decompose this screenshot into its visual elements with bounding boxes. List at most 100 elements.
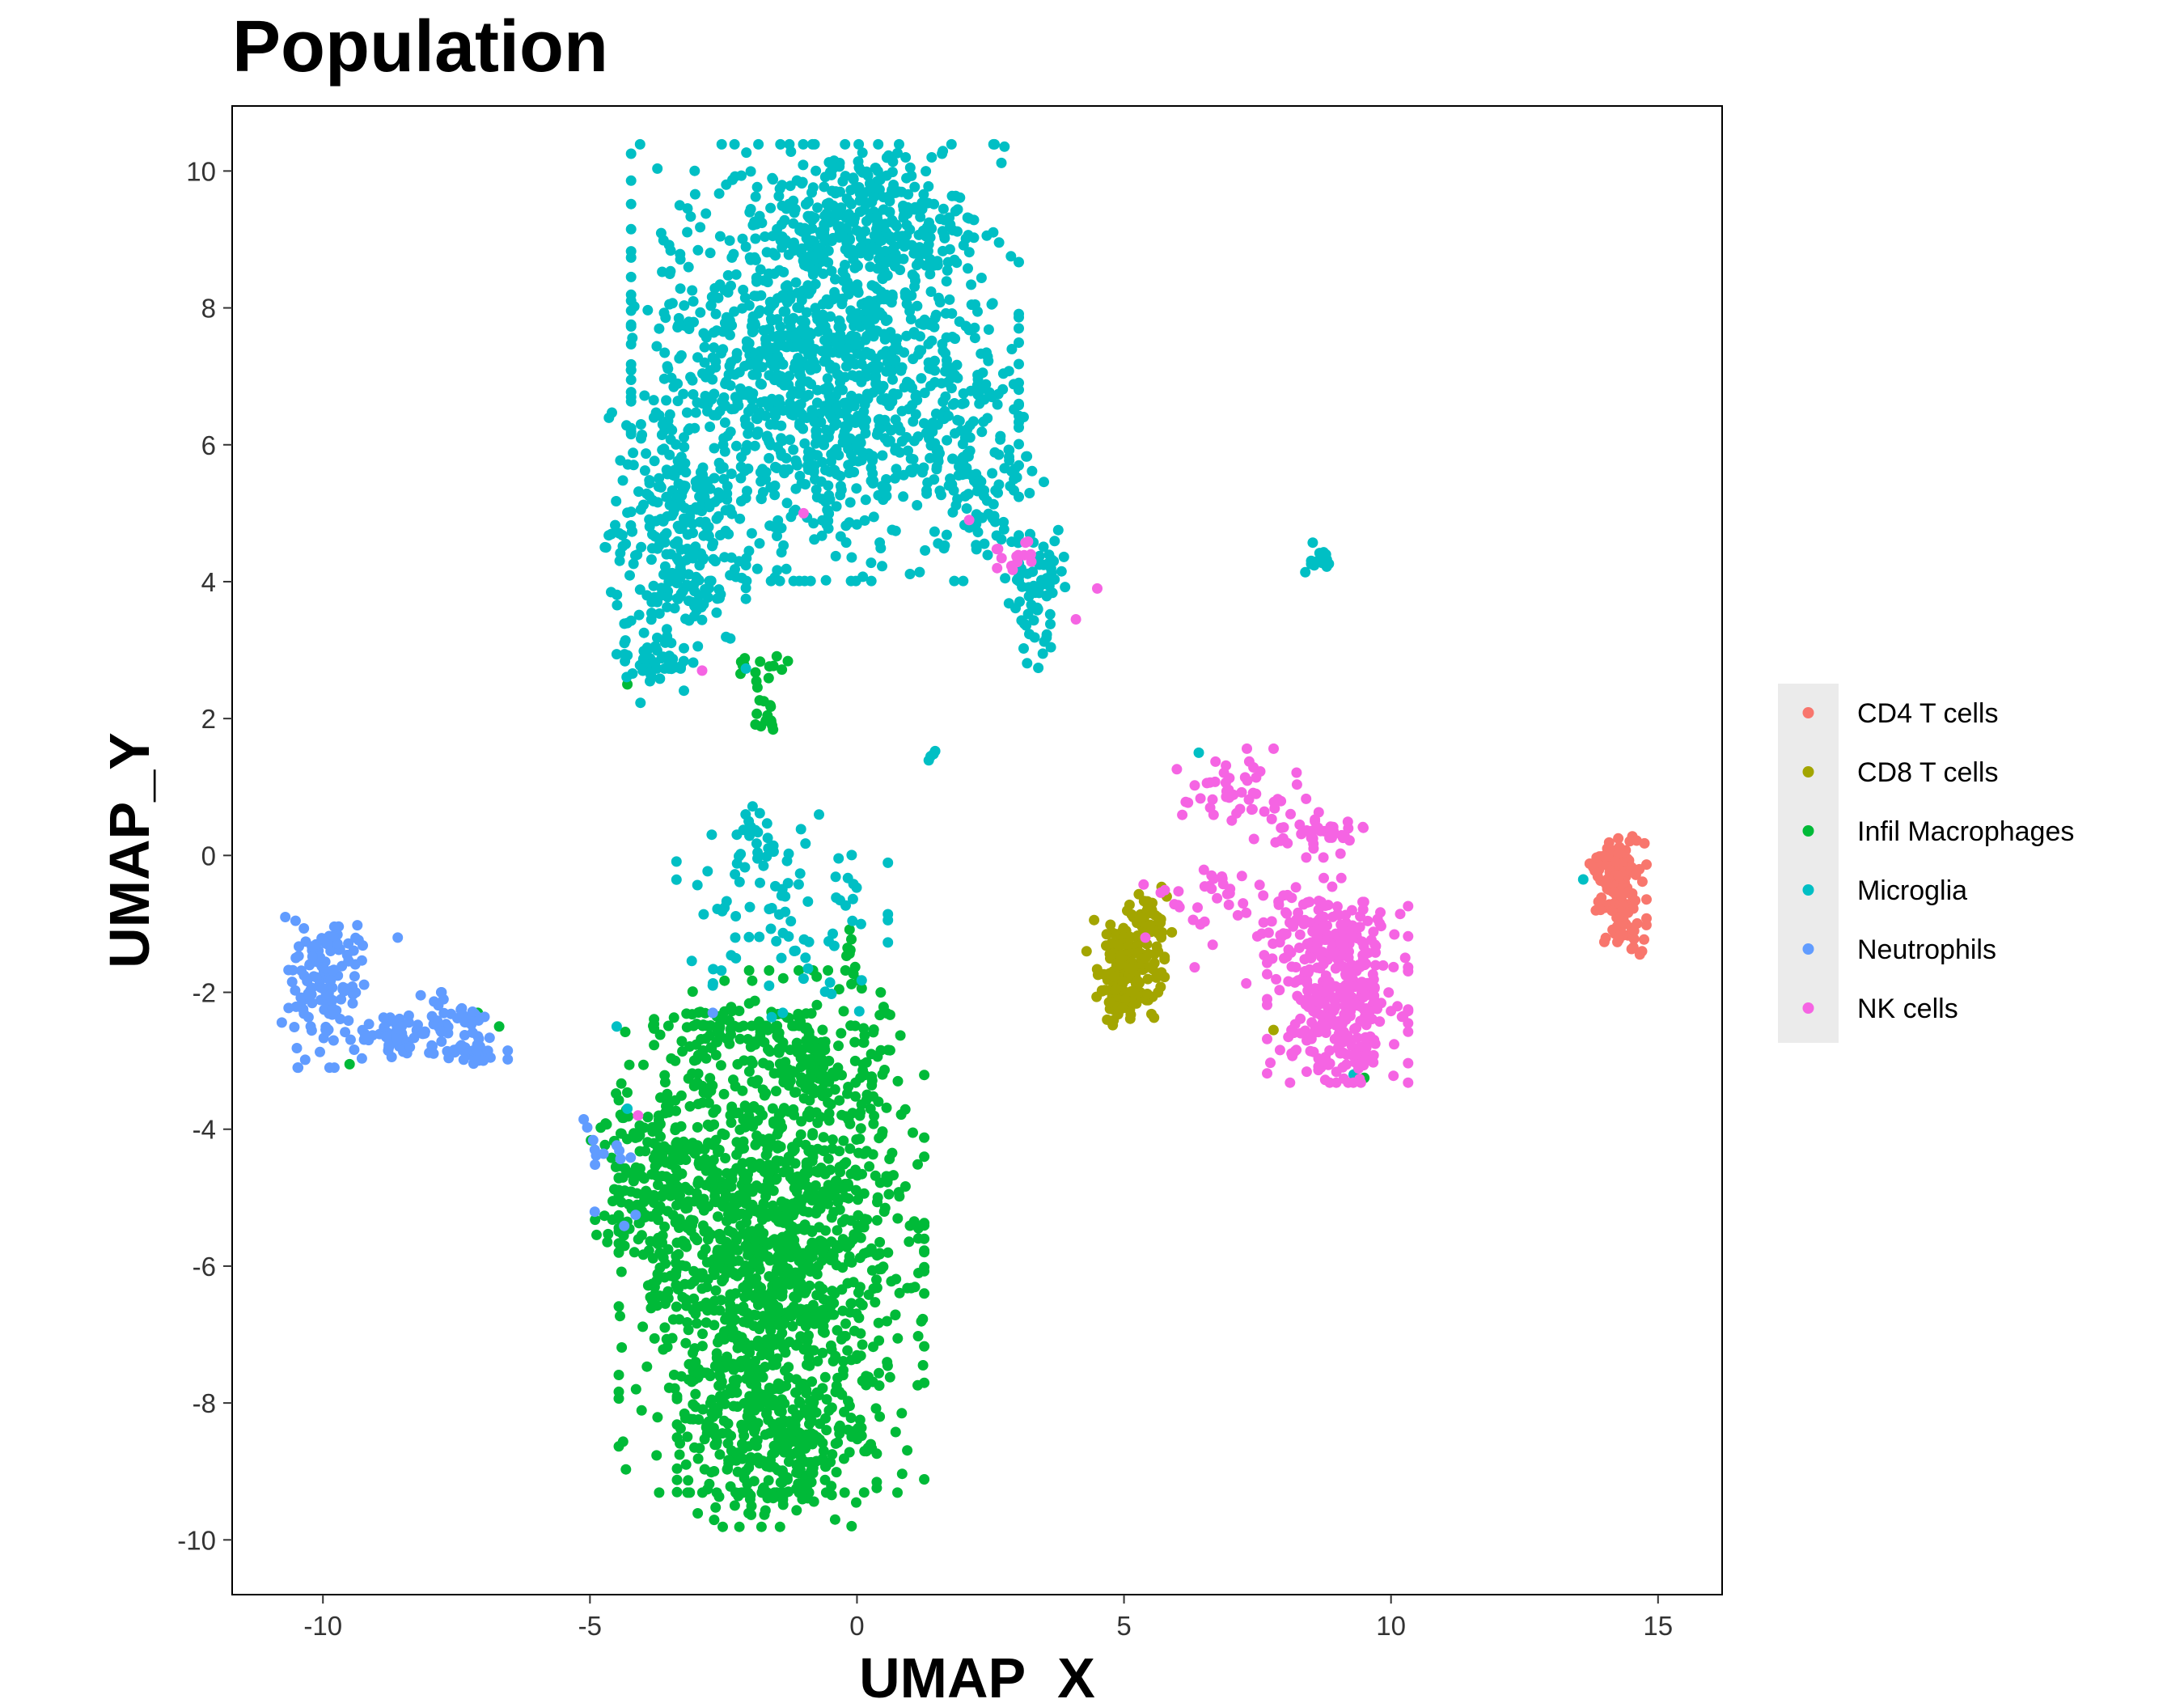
data-point bbox=[792, 302, 803, 313]
data-point bbox=[729, 138, 740, 150]
data-point bbox=[763, 305, 774, 316]
data-point bbox=[787, 1404, 798, 1415]
data-point bbox=[764, 1348, 775, 1358]
data-point bbox=[654, 1248, 666, 1259]
data-point bbox=[754, 1104, 765, 1116]
data-point bbox=[852, 349, 863, 359]
data-point bbox=[764, 520, 776, 532]
data-point bbox=[675, 564, 686, 575]
data-point bbox=[1285, 1077, 1296, 1088]
data-point bbox=[638, 627, 650, 638]
data-point bbox=[840, 537, 852, 549]
data-point bbox=[804, 1072, 815, 1083]
data-point bbox=[1361, 1019, 1372, 1031]
data-point bbox=[851, 1497, 861, 1508]
data-point bbox=[699, 1226, 710, 1237]
data-point bbox=[743, 931, 755, 943]
data-point bbox=[328, 1035, 339, 1046]
data-point bbox=[846, 934, 857, 945]
data-point bbox=[876, 394, 887, 405]
data-point bbox=[782, 655, 794, 667]
data-point bbox=[1159, 954, 1170, 965]
data-point bbox=[892, 147, 903, 159]
data-point bbox=[730, 440, 742, 451]
data-point bbox=[663, 239, 675, 251]
data-point bbox=[901, 299, 912, 310]
data-point bbox=[325, 975, 336, 986]
data-point bbox=[741, 147, 752, 159]
data-point bbox=[651, 1450, 662, 1461]
data-point bbox=[427, 1040, 438, 1052]
data-point bbox=[999, 463, 1010, 474]
data-point bbox=[617, 475, 629, 486]
data-point bbox=[795, 399, 806, 410]
data-point bbox=[831, 418, 842, 430]
data-point bbox=[963, 263, 973, 274]
data-point bbox=[772, 1030, 783, 1041]
data-point bbox=[954, 316, 965, 327]
data-point bbox=[777, 1499, 789, 1510]
data-point bbox=[726, 1430, 737, 1442]
data-point bbox=[746, 402, 757, 413]
data-point bbox=[819, 986, 831, 998]
data-point bbox=[834, 316, 845, 327]
data-point bbox=[751, 838, 762, 850]
data-point bbox=[768, 846, 779, 858]
data-point bbox=[839, 1487, 850, 1498]
data-point bbox=[1614, 912, 1625, 923]
data-point bbox=[1598, 936, 1610, 947]
data-point bbox=[911, 260, 922, 271]
data-point bbox=[950, 500, 962, 511]
data-point bbox=[1262, 1033, 1272, 1044]
data-point bbox=[1022, 451, 1033, 462]
data-point bbox=[734, 1124, 746, 1135]
data-point bbox=[1027, 566, 1039, 578]
data-point bbox=[599, 1210, 610, 1222]
data-point bbox=[976, 426, 988, 438]
data-point bbox=[872, 263, 883, 274]
data-point bbox=[835, 332, 846, 343]
data-point bbox=[614, 527, 625, 539]
data-point bbox=[881, 1102, 892, 1113]
data-point bbox=[931, 461, 942, 472]
data-point bbox=[871, 1274, 882, 1286]
data-point bbox=[705, 1073, 716, 1084]
data-point bbox=[692, 1367, 704, 1379]
data-point bbox=[794, 379, 806, 390]
data-point bbox=[611, 649, 622, 660]
data-point bbox=[1092, 969, 1103, 981]
data-point bbox=[758, 1248, 769, 1259]
data-point bbox=[916, 1316, 927, 1327]
data-point bbox=[615, 1154, 626, 1164]
data-point bbox=[1307, 537, 1318, 549]
data-point bbox=[692, 573, 703, 584]
data-point bbox=[816, 1308, 827, 1320]
data-point bbox=[756, 379, 767, 390]
data-point bbox=[754, 695, 765, 706]
data-point bbox=[286, 977, 298, 988]
data-point bbox=[615, 455, 626, 466]
data-point bbox=[751, 413, 762, 424]
data-point bbox=[622, 1087, 633, 1098]
data-point bbox=[629, 1247, 640, 1258]
data-point bbox=[989, 447, 1001, 458]
data-point bbox=[702, 866, 713, 877]
data-point bbox=[827, 163, 838, 175]
data-point bbox=[1630, 869, 1641, 880]
data-point bbox=[736, 572, 747, 583]
data-point bbox=[787, 1449, 798, 1460]
data-point bbox=[882, 1247, 894, 1258]
data-point bbox=[904, 162, 916, 173]
data-point bbox=[378, 1012, 389, 1023]
data-point bbox=[700, 1007, 711, 1019]
data-point bbox=[861, 1146, 872, 1157]
data-point bbox=[624, 1059, 635, 1070]
data-point bbox=[824, 394, 836, 405]
data-point bbox=[806, 411, 818, 422]
data-point bbox=[787, 1142, 798, 1153]
data-point bbox=[942, 265, 953, 276]
data-point bbox=[798, 138, 809, 150]
data-point bbox=[768, 1068, 780, 1079]
data-point bbox=[798, 1224, 810, 1235]
data-point bbox=[792, 1275, 803, 1286]
